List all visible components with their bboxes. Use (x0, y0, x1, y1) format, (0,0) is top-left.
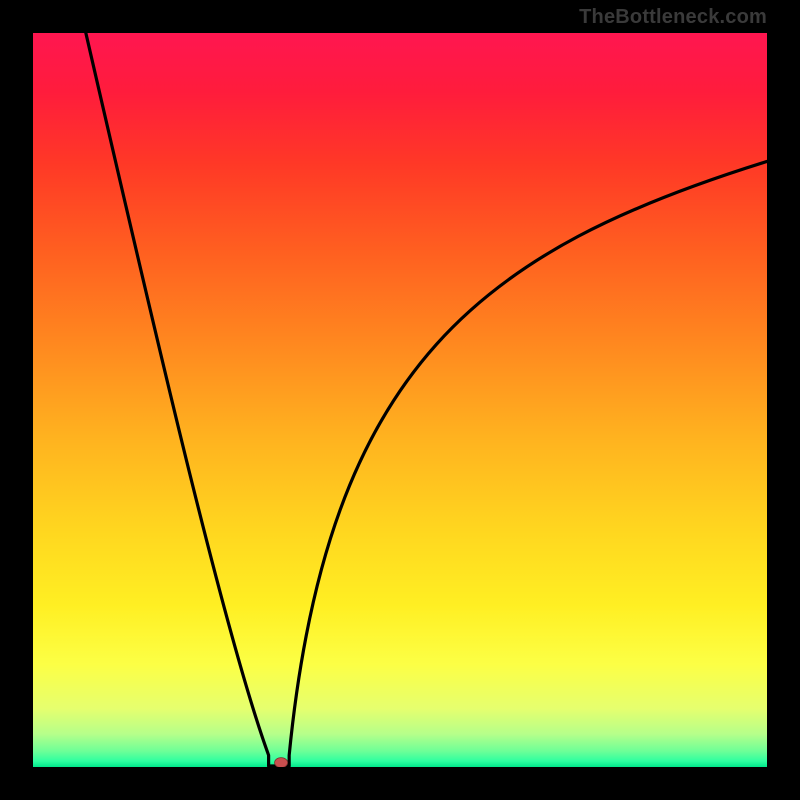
chart-frame: TheBottleneck.com (0, 0, 800, 800)
bottleneck-curve-chart (0, 0, 800, 800)
optimum-marker (275, 758, 288, 768)
plot-gradient-background (33, 33, 767, 767)
watermark-text: TheBottleneck.com (579, 6, 767, 29)
